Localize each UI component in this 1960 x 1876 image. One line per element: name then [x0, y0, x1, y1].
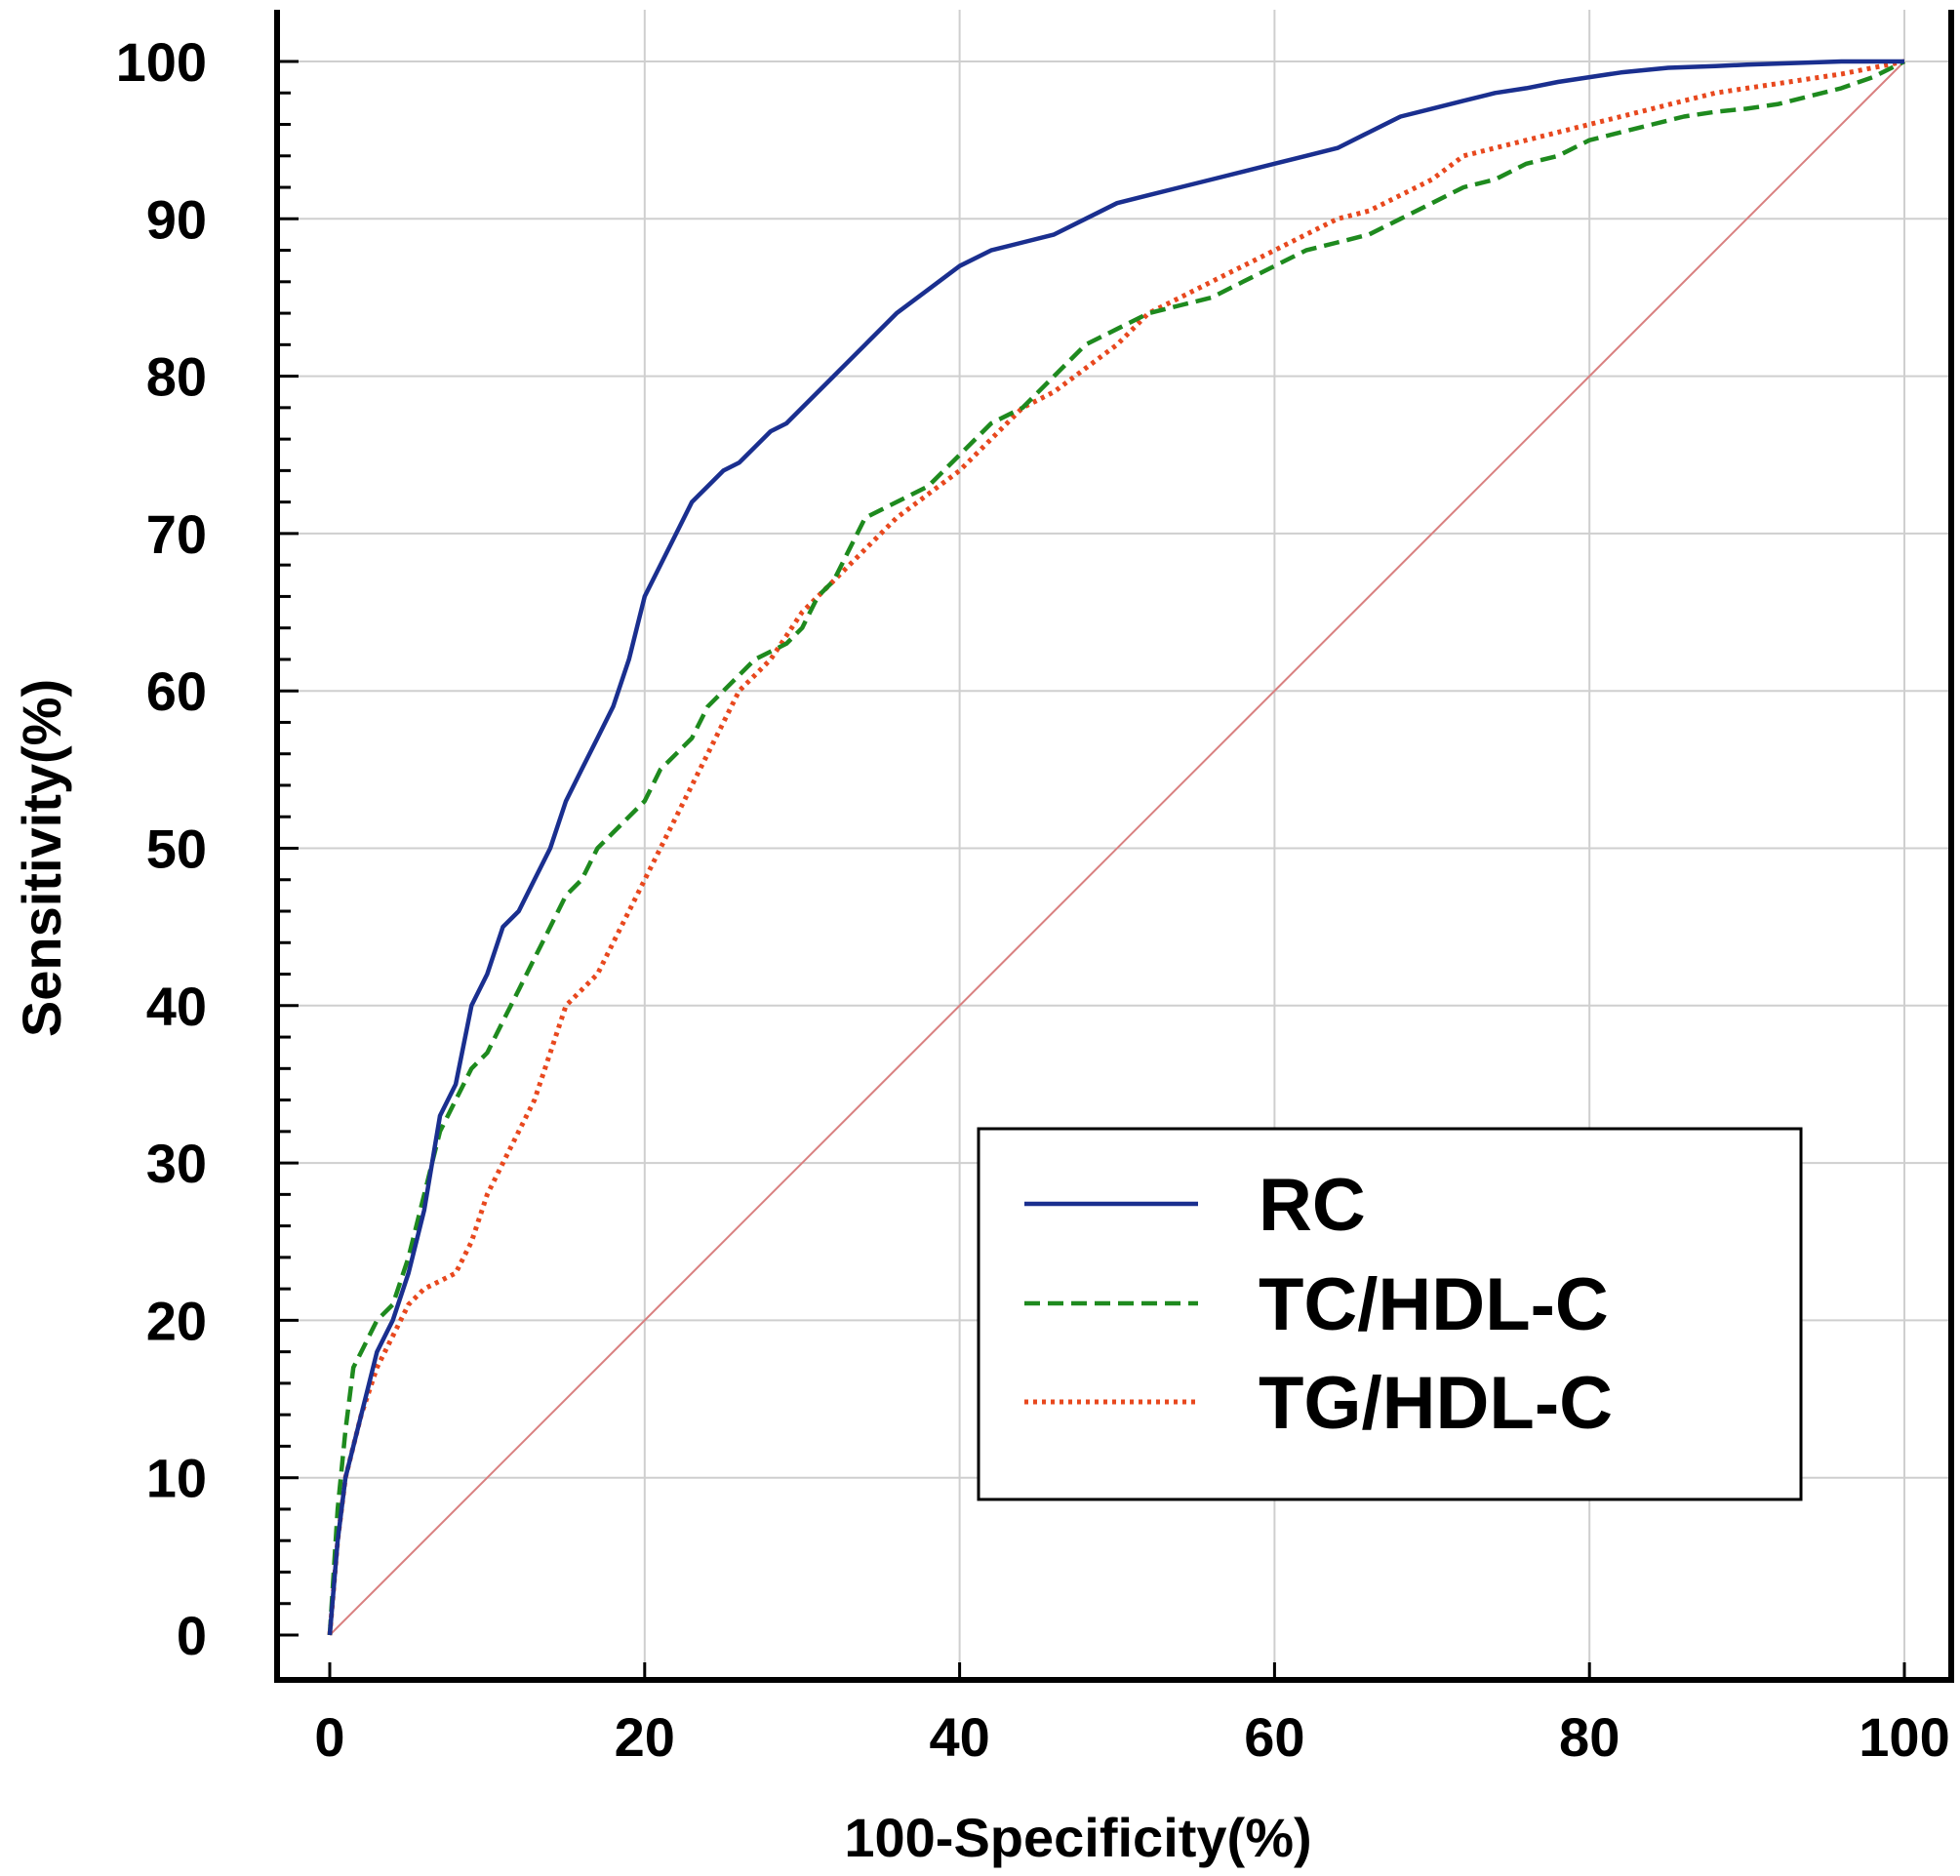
y-tick-label: 20: [146, 1290, 207, 1351]
y-axis-title: Sensitivity(%): [11, 679, 72, 1037]
legend-label-rc: RC: [1259, 1164, 1366, 1247]
y-tick-label: 10: [146, 1448, 207, 1509]
legend: RC TC/HDL-C TG/HDL-C: [977, 1127, 1803, 1501]
y-tick-label: 90: [146, 188, 207, 250]
series-layer: [327, 59, 1906, 1636]
reference-diagonal-line: [329, 60, 1905, 1636]
legend-label-tc-hdl-c: TC/HDL-C: [1259, 1263, 1609, 1346]
y-tick-label: 40: [146, 976, 207, 1037]
x-tick-label: 100: [1859, 1706, 1949, 1768]
legend-box: [977, 1127, 1803, 1501]
series-line-tc-hdl-c: [327, 59, 1906, 1636]
axis-frame: [274, 10, 1954, 1683]
y-tick-label: 70: [146, 503, 207, 565]
series-line-tg-hdl-c: [327, 59, 1905, 1636]
y-tick-label: 0: [177, 1605, 207, 1666]
y-tick-label: 80: [146, 346, 207, 408]
y-tick-label: 60: [146, 660, 207, 722]
series-line-rc: [327, 59, 1904, 1636]
y-tick-label: 100: [116, 31, 207, 93]
x-tick-labels: 0 20 40 60 80 100: [314, 1706, 1949, 1768]
x-tick-label: 40: [929, 1706, 989, 1768]
x-axis-title: 100-Specificity(%): [844, 1807, 1311, 1868]
legend-label-tg-hdl-c: TG/HDL-C: [1259, 1362, 1613, 1445]
y-tick-label: 50: [146, 818, 207, 880]
x-tick-label: 80: [1559, 1706, 1620, 1768]
x-tick-label: 20: [615, 1706, 675, 1768]
x-tick-label: 0: [314, 1706, 344, 1768]
y-tick-labels: 0 10 20 30 40 50 60 70 80 90 100: [116, 31, 207, 1666]
y-tick-label: 30: [146, 1133, 207, 1194]
x-tick-label: 60: [1244, 1706, 1304, 1768]
